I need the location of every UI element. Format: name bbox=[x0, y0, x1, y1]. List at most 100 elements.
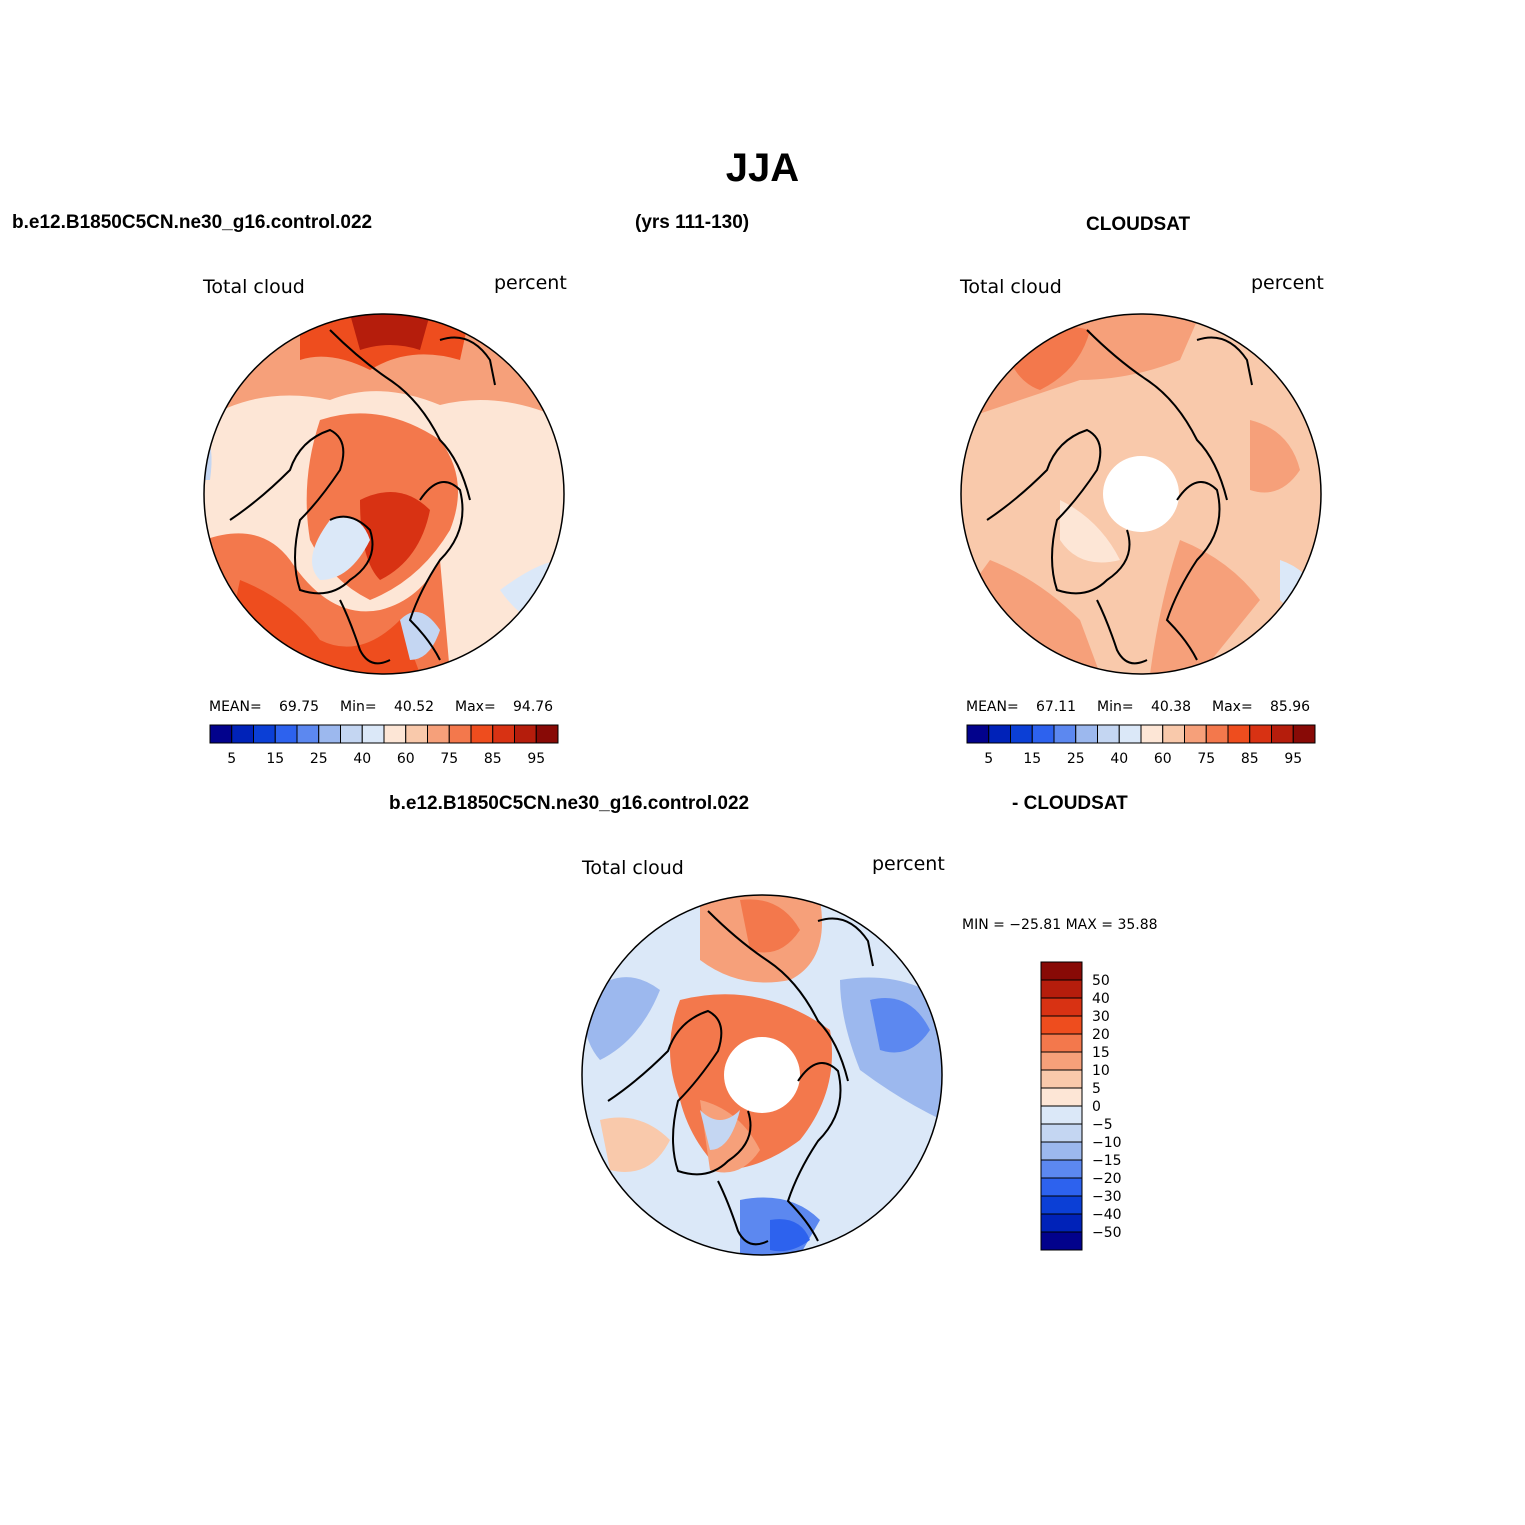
diff-colorbar-swatch bbox=[1040, 1231, 1083, 1251]
model-colorbar-swatch bbox=[492, 724, 515, 744]
obs-colorbar-swatch bbox=[1010, 724, 1033, 744]
model-max-label: Max= bbox=[455, 699, 496, 715]
main-title: JJA bbox=[725, 146, 800, 190]
diff-colorbar-swatch bbox=[1040, 1141, 1083, 1161]
model-mean-label: MEAN= bbox=[209, 699, 262, 715]
model-colorbar-swatch bbox=[361, 724, 385, 744]
model-max-value: 94.76 bbox=[513, 699, 554, 715]
obs-colorbar-swatch bbox=[1162, 724, 1185, 744]
obs-colorbar-swatch bbox=[1140, 724, 1164, 744]
obs-colorbar-tick-label: 75 bbox=[1197, 751, 1215, 767]
model-colorbar-tick-label: 95 bbox=[527, 751, 545, 767]
model-colorbar-swatch bbox=[405, 724, 428, 744]
model-colorbar-tick-label: 25 bbox=[310, 751, 328, 767]
diff-colorbar-swatch bbox=[1040, 1069, 1083, 1089]
diff-minmax-label: MIN = −25.81 MAX = 35.88 bbox=[962, 917, 1158, 933]
diff-colorbar-swatch bbox=[1040, 1123, 1083, 1143]
obs-mean-label: MEAN= bbox=[966, 699, 1019, 715]
diff-case-name-label: b.e12.B1850C5CN.ne30_g16.control.022 bbox=[389, 793, 750, 814]
obs-colorbar-tick-label: 25 bbox=[1067, 751, 1085, 767]
model-colorbar-swatch bbox=[383, 724, 407, 744]
obs-colorbar-swatch bbox=[966, 724, 990, 744]
diff-colorbar-tick-label: −5 bbox=[1092, 1117, 1113, 1133]
diff-colorbar-swatch bbox=[1040, 1159, 1083, 1179]
diff-colorbar-tick-label: −10 bbox=[1092, 1135, 1122, 1151]
obs-colorbar-swatch bbox=[1184, 724, 1207, 744]
obs-min-label: Min= bbox=[1097, 699, 1134, 715]
obs-colorbar-tick-label: 5 bbox=[984, 751, 993, 767]
diff-colorbar-tick-label: −30 bbox=[1092, 1189, 1122, 1205]
diff-colorbar-tick-label: −40 bbox=[1092, 1207, 1122, 1223]
diff-colorbar-swatch bbox=[1040, 1015, 1083, 1035]
diff-colorbar-tick-label: −15 bbox=[1092, 1153, 1122, 1169]
diff-colorbar-swatch bbox=[1040, 997, 1083, 1017]
model-colorbar-swatch bbox=[535, 724, 559, 744]
diff-colorbar-swatch bbox=[1040, 1051, 1083, 1071]
model-variable-label: Total cloud bbox=[203, 276, 305, 298]
obs-colorbar-swatch bbox=[1053, 724, 1077, 744]
obs-colorbar-swatch bbox=[1249, 724, 1272, 744]
model-mean-value: 69.75 bbox=[279, 699, 320, 715]
obs-colorbar-swatch bbox=[1271, 724, 1294, 744]
obs-colorbar-swatch bbox=[1292, 724, 1316, 744]
obs-min-value: 40.38 bbox=[1151, 699, 1192, 715]
obs-colorbar: 5 15 25 40 60 75 85 95 bbox=[966, 724, 1316, 767]
obs-mean-value: 67.11 bbox=[1036, 699, 1077, 715]
model-min-value: 40.52 bbox=[394, 699, 435, 715]
obs-colorbar-tick-label: 15 bbox=[1023, 751, 1041, 767]
obs-colorbar-tick-label: 40 bbox=[1110, 751, 1128, 767]
diff-colorbar-swatch bbox=[1040, 961, 1083, 981]
model-colorbar-swatch bbox=[448, 724, 472, 744]
obs-max-value: 85.96 bbox=[1270, 699, 1311, 715]
diff-colorbar-swatch bbox=[1040, 1105, 1083, 1125]
diff-colorbar-swatch bbox=[1040, 1195, 1083, 1215]
obs-colorbar-swatch bbox=[1075, 724, 1098, 744]
model-colorbar-swatch bbox=[470, 724, 494, 744]
model-map bbox=[203, 313, 565, 675]
diff-colorbar-tick-label: 20 bbox=[1092, 1027, 1110, 1043]
diff-colorbar-tick-label: 0 bbox=[1092, 1099, 1101, 1115]
model-colorbar-swatch bbox=[427, 724, 450, 744]
diff-colorbar-swatch bbox=[1040, 1213, 1083, 1233]
obs-units-label: percent bbox=[1251, 272, 1324, 294]
model-colorbar-swatch bbox=[514, 724, 537, 744]
diff-map bbox=[581, 894, 943, 1256]
model-colorbar-swatch bbox=[318, 724, 341, 744]
model-colorbar: 5 15 25 40 60 75 85 95 bbox=[209, 724, 559, 767]
model-colorbar-tick-label: 40 bbox=[353, 751, 371, 767]
model-units-label: percent bbox=[494, 272, 567, 294]
model-colorbar-tick-label: 85 bbox=[484, 751, 502, 767]
diff-colorbar-tick-label: 40 bbox=[1092, 991, 1110, 1007]
obs-colorbar-swatch bbox=[1118, 724, 1142, 744]
case-name-label: b.e12.B1850C5CN.ne30_g16.control.022 bbox=[12, 212, 373, 233]
model-min-label: Min= bbox=[340, 699, 377, 715]
diff-colorbar-swatch bbox=[1040, 979, 1083, 999]
model-colorbar-swatch bbox=[231, 724, 254, 744]
obs-variable-label: Total cloud bbox=[960, 276, 1062, 298]
diff-obs-name-label: - CLOUDSAT bbox=[1012, 793, 1128, 814]
diff-colorbar-tick-label: 50 bbox=[1092, 973, 1110, 989]
obs-colorbar-swatch bbox=[1031, 724, 1055, 744]
model-colorbar-tick-label: 60 bbox=[397, 751, 415, 767]
diff-colorbar-tick-label: −20 bbox=[1092, 1171, 1122, 1187]
obs-colorbar-tick-label: 60 bbox=[1154, 751, 1172, 767]
obs-colorbar-swatch bbox=[1205, 724, 1229, 744]
diff-colorbar-tick-label: 10 bbox=[1092, 1063, 1110, 1079]
diff-colorbar-swatch bbox=[1040, 1033, 1083, 1053]
obs-max-label: Max= bbox=[1212, 699, 1253, 715]
model-colorbar-tick-label: 75 bbox=[440, 751, 458, 767]
obs-colorbar-swatch bbox=[988, 724, 1011, 744]
model-colorbar-swatch bbox=[209, 724, 233, 744]
model-colorbar-swatch bbox=[296, 724, 320, 744]
diff-colorbar-tick-label: 15 bbox=[1092, 1045, 1110, 1061]
obs-colorbar-swatch bbox=[1097, 724, 1120, 744]
obs-colorbar-tick-label: 95 bbox=[1284, 751, 1302, 767]
diff-colorbar-tick-label: −50 bbox=[1092, 1225, 1122, 1241]
diff-colorbar-swatch bbox=[1040, 1177, 1083, 1197]
obs-map bbox=[960, 313, 1322, 675]
model-colorbar-swatch bbox=[274, 724, 298, 744]
model-colorbar-swatch bbox=[340, 724, 363, 744]
model-colorbar-tick-label: 5 bbox=[227, 751, 236, 767]
